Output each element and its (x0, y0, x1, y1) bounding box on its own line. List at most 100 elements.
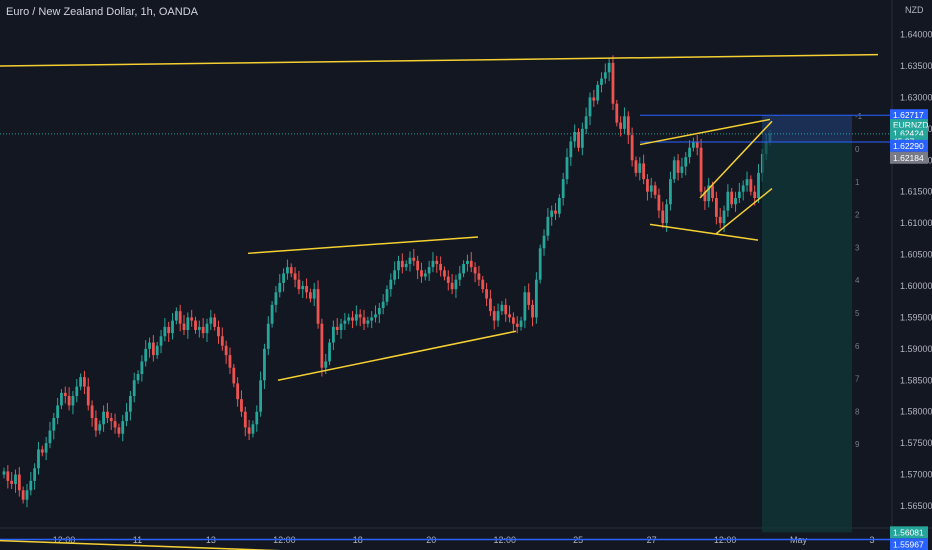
candle-body (155, 345, 159, 356)
candle-body (274, 292, 278, 305)
candle-body (194, 320, 197, 330)
price-tag-label: 1.55967 (893, 539, 924, 549)
candle-body (209, 317, 213, 324)
candle-body (423, 273, 427, 277)
candle-body (511, 317, 515, 324)
y-tick-label: 1.58000 (900, 407, 932, 417)
candle-body (324, 361, 328, 368)
candle-body (642, 163, 646, 180)
fib-level-label: 4 (855, 276, 860, 285)
candle-body (531, 304, 534, 318)
candle-body (492, 311, 496, 321)
candle-body (266, 323, 270, 349)
candle-body (753, 191, 757, 198)
candle-body (236, 383, 240, 400)
candle-body (615, 103, 619, 123)
candle-body (519, 320, 523, 327)
candle-body (711, 185, 714, 198)
trendline-wedge-upper-b (699, 120, 773, 199)
candle-body (542, 235, 546, 249)
price-tag-label: 1.62184 (893, 153, 924, 163)
price-tag-label: 1.62717 (893, 110, 924, 120)
candle-body (117, 427, 121, 434)
candle-body (17, 474, 21, 491)
candle-body (240, 399, 243, 412)
candle-body (331, 326, 335, 343)
fib-level-label: 0 (855, 145, 860, 154)
candle-body (443, 270, 446, 277)
candle-body (722, 210, 726, 224)
candle-body (14, 474, 17, 484)
candle-body (377, 308, 381, 315)
candle-body (255, 411, 259, 425)
price-tag-label: EURNZD (893, 120, 928, 130)
candle-body (113, 421, 117, 428)
candle-body (29, 480, 33, 491)
candle-body (171, 320, 174, 334)
candle-body (263, 348, 266, 381)
candle-body (293, 273, 297, 280)
position-stop-zone (762, 115, 852, 143)
y-tick-label: 1.60000 (900, 281, 932, 291)
price-tag-label: 1.56081 (893, 527, 924, 537)
candle-body (699, 147, 703, 192)
candle-body (496, 311, 500, 321)
candle-body (251, 424, 255, 434)
candle-body (523, 292, 527, 321)
candle-body (385, 289, 389, 302)
price-tag (890, 109, 928, 122)
candle-body (726, 191, 730, 211)
candle-body (676, 160, 680, 173)
y-tick-label: 1.63500 (900, 61, 932, 71)
candle-body (420, 270, 423, 277)
candle-body (6, 471, 10, 481)
candle-body (167, 326, 171, 334)
candle-body (416, 260, 420, 271)
candle-body (653, 185, 657, 195)
candle-body (619, 122, 623, 129)
candle-body (626, 116, 630, 136)
candle-body (312, 289, 316, 299)
candle-body (454, 279, 458, 290)
fib-level-label: 1 (855, 178, 860, 187)
candle-body (343, 320, 347, 324)
candle-body (592, 97, 596, 101)
candle-body (757, 172, 760, 198)
fib-level-label: 2 (855, 211, 860, 220)
candle-body (580, 128, 584, 148)
candle-body (550, 210, 554, 217)
candle-body (734, 198, 737, 205)
candle-body (481, 279, 485, 290)
y-tick-label: 1.59000 (900, 344, 932, 354)
candle-body (695, 141, 699, 148)
candle-body (431, 260, 435, 268)
candle-body (98, 424, 102, 431)
candle-body (730, 191, 734, 205)
candle-body (309, 292, 312, 299)
candle-body (389, 279, 393, 290)
candle-body (607, 62, 611, 73)
candle-body (565, 157, 569, 180)
candle-body (71, 396, 75, 406)
candle-body (40, 449, 44, 453)
candle-body (500, 304, 504, 312)
candle-body (213, 317, 217, 327)
candle-body (527, 292, 531, 305)
candle-body (228, 355, 232, 368)
trendline-flag1-upper (247, 236, 479, 255)
candle-body (351, 317, 354, 321)
candle-body (37, 449, 40, 469)
candle-body (282, 273, 285, 283)
candle-body (75, 386, 79, 396)
candle-body (182, 323, 186, 330)
candle-body (286, 267, 289, 274)
y-tick-label: 1.57500 (900, 438, 932, 448)
candle-body (588, 97, 592, 117)
trendline-bottom-support (0, 539, 281, 550)
price-tag (890, 139, 928, 152)
candle-body (220, 336, 224, 346)
fib-level-label: -1 (855, 112, 863, 121)
candle-body (737, 191, 741, 198)
y-tick-label: 1.61500 (900, 187, 932, 197)
